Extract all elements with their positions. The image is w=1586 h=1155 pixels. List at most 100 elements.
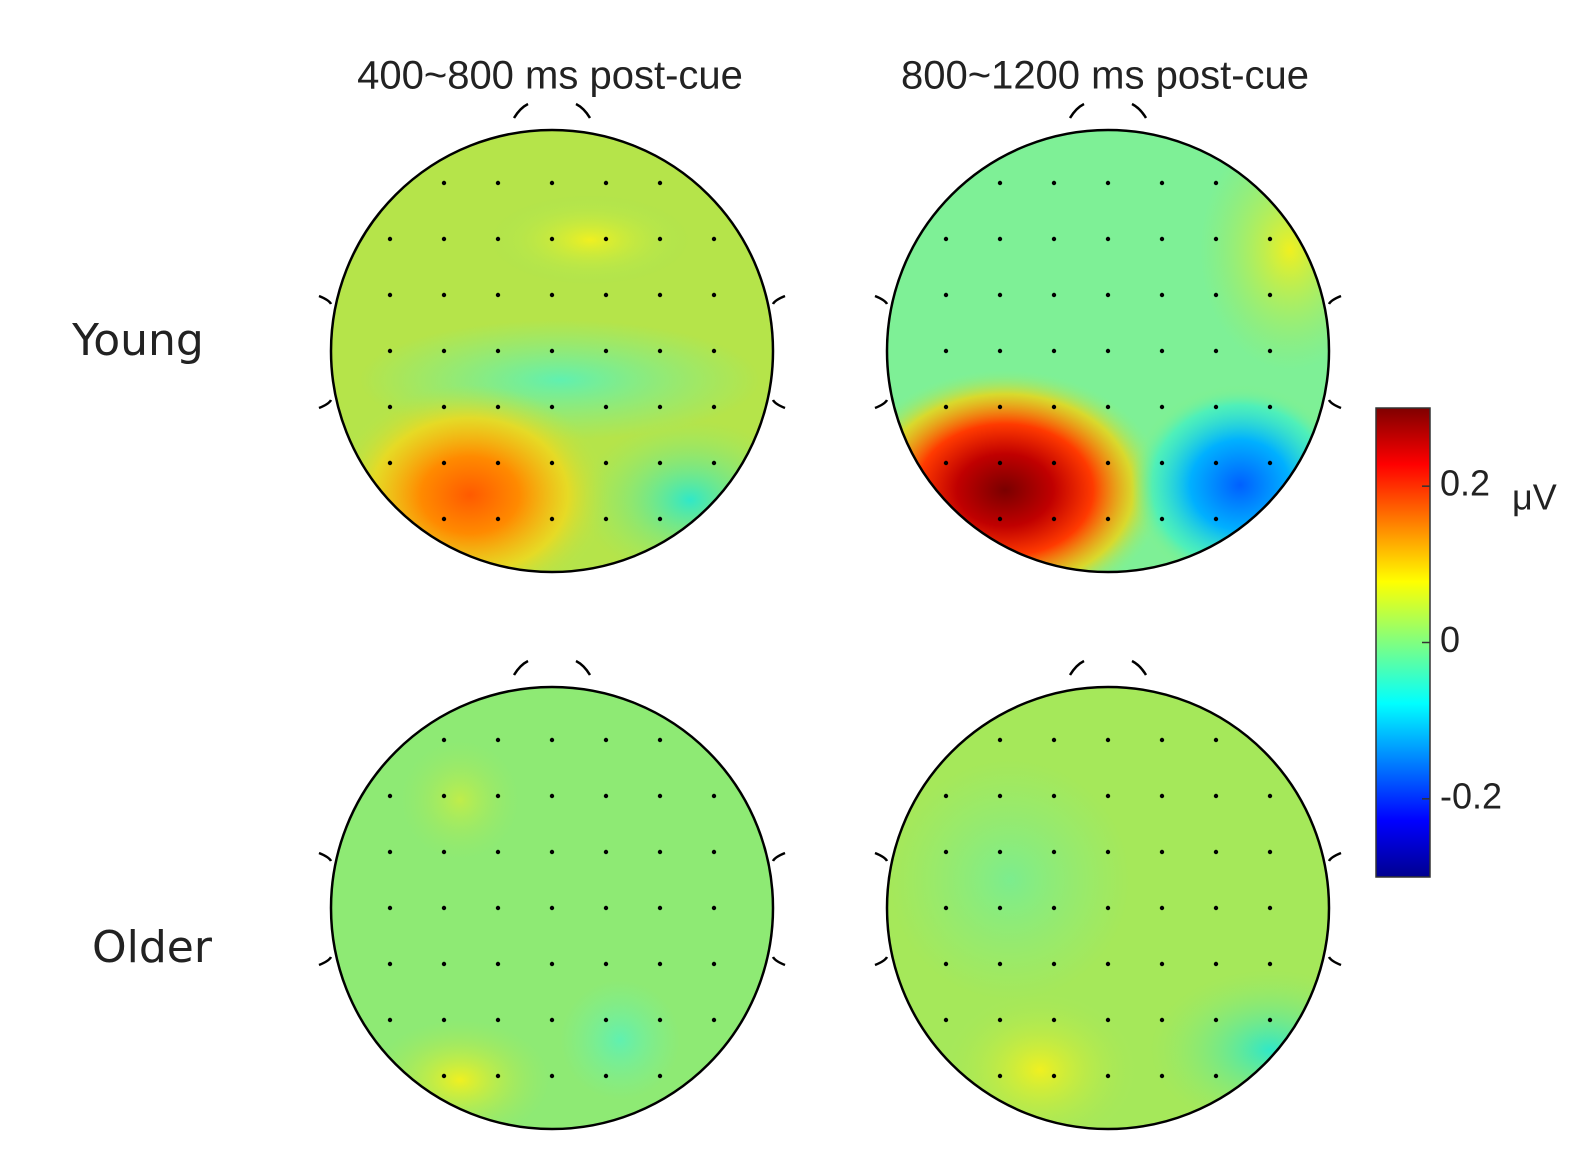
electrode xyxy=(1051,348,1057,354)
electrode xyxy=(495,236,501,242)
ear xyxy=(1327,294,1342,410)
electrode xyxy=(657,849,663,855)
electrode xyxy=(1051,404,1057,410)
electrode xyxy=(1159,905,1165,911)
electrode xyxy=(549,292,555,298)
electrode xyxy=(657,1073,663,1079)
electrode xyxy=(441,961,447,967)
ear xyxy=(771,851,786,967)
nose xyxy=(1068,102,1148,119)
electrode xyxy=(997,404,1003,410)
topomap xyxy=(331,687,773,1129)
electrode xyxy=(387,460,393,466)
electrode xyxy=(1105,905,1111,911)
electrode xyxy=(997,292,1003,298)
electrode xyxy=(1105,793,1111,799)
ear xyxy=(318,851,333,967)
electrode xyxy=(603,793,609,799)
electrode xyxy=(441,348,447,354)
electrode xyxy=(997,1073,1003,1079)
electrode xyxy=(711,793,717,799)
electrode xyxy=(495,292,501,298)
electrode xyxy=(441,1073,447,1079)
head xyxy=(329,685,775,1131)
electrode xyxy=(603,961,609,967)
head xyxy=(885,685,1331,1131)
electrode xyxy=(1159,1017,1165,1023)
electrode xyxy=(387,905,393,911)
electrode xyxy=(997,793,1003,799)
electrode xyxy=(997,905,1003,911)
electrode xyxy=(943,460,949,466)
electrode xyxy=(1159,460,1165,466)
electrode xyxy=(711,404,717,410)
electrode xyxy=(1213,737,1219,743)
electrode xyxy=(549,348,555,354)
electrode xyxy=(657,905,663,911)
electrode xyxy=(549,849,555,855)
electrode xyxy=(1213,1017,1219,1023)
electrode xyxy=(943,849,949,855)
electrode xyxy=(549,961,555,967)
electrode xyxy=(549,180,555,186)
electrode xyxy=(1213,849,1219,855)
ear xyxy=(771,294,786,410)
electrode xyxy=(943,1017,949,1023)
electrode xyxy=(495,404,501,410)
nose xyxy=(1068,659,1148,676)
electrode xyxy=(387,793,393,799)
head xyxy=(885,128,1331,574)
electrode xyxy=(441,1017,447,1023)
electrode xyxy=(441,516,447,522)
topomap xyxy=(887,130,1329,572)
column-title: 400~800 ms post-cue xyxy=(357,54,743,98)
electrode xyxy=(1159,737,1165,743)
electrode xyxy=(711,236,717,242)
electrode xyxy=(657,460,663,466)
electrode xyxy=(441,793,447,799)
electrode xyxy=(549,793,555,799)
electrode xyxy=(997,961,1003,967)
electrode xyxy=(1105,404,1111,410)
electrode xyxy=(1105,460,1111,466)
electrode xyxy=(997,180,1003,186)
electrode xyxy=(1213,516,1219,522)
electrode xyxy=(1213,404,1219,410)
electrode xyxy=(495,516,501,522)
ear xyxy=(1327,851,1342,967)
electrode xyxy=(1213,292,1219,298)
electrode xyxy=(711,292,717,298)
electrode xyxy=(495,737,501,743)
column-title: 800~1200 ms post-cue xyxy=(901,54,1309,98)
head-outlines xyxy=(318,102,1342,1131)
electrode xyxy=(495,793,501,799)
electrode xyxy=(603,404,609,410)
electrode xyxy=(997,236,1003,242)
electrode xyxy=(1159,1073,1165,1079)
electrode xyxy=(1051,180,1057,186)
electrode xyxy=(441,737,447,743)
electrode xyxy=(549,905,555,911)
colorbar-tick-label: 0.2 xyxy=(1440,463,1490,504)
colorbar-axis: 0.2 0 -0.2 xyxy=(1422,463,1502,816)
row-label: Young xyxy=(71,315,204,366)
electrode xyxy=(495,180,501,186)
electrode xyxy=(943,404,949,410)
electrode xyxy=(603,460,609,466)
ear xyxy=(874,851,889,967)
electrode xyxy=(1267,236,1273,242)
electrode xyxy=(657,737,663,743)
electrode xyxy=(441,180,447,186)
row-label: Older xyxy=(92,922,213,973)
electrode xyxy=(495,348,501,354)
electrode xyxy=(1051,1073,1057,1079)
ear xyxy=(318,294,333,410)
electrode xyxy=(1105,516,1111,522)
electrode xyxy=(495,849,501,855)
nose xyxy=(512,102,592,119)
electrode xyxy=(711,348,717,354)
electrode xyxy=(997,849,1003,855)
electrode xyxy=(1159,516,1165,522)
electrode xyxy=(603,737,609,743)
